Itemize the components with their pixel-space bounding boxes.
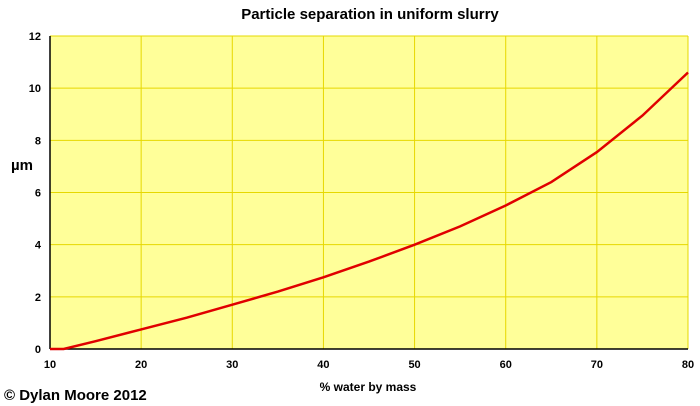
series-line [50, 71, 689, 351]
x-axis-label: % water by mass [320, 380, 417, 394]
ticks: 10 20 30 40 50 60 70 80 0 2 4 6 8 10 12 [29, 31, 694, 371]
y-tick-label: 10 [29, 83, 41, 95]
y-tick-label: 4 [35, 240, 42, 252]
chart-title: Particle separation in uniform slurry [241, 6, 499, 23]
y-tick-label: 0 [35, 344, 41, 356]
y-tick-label: 12 [29, 31, 41, 43]
x-tick-label: 20 [135, 359, 147, 371]
x-tick-label: 60 [500, 359, 512, 371]
x-tick-label: 50 [408, 359, 420, 371]
copyright: © Dylan Moore 2012 [4, 387, 147, 404]
y-tick-label: 2 [35, 292, 41, 304]
y-tick-label: 6 [35, 188, 41, 200]
x-tick-label: 30 [226, 359, 238, 371]
y-tick-label: 8 [35, 135, 41, 147]
x-tick-label: 70 [591, 359, 603, 371]
y-axis-label: µm [11, 157, 33, 174]
x-tick-label: 10 [44, 359, 56, 371]
x-tick-label: 80 [682, 359, 694, 371]
x-tick-label: 40 [317, 359, 329, 371]
